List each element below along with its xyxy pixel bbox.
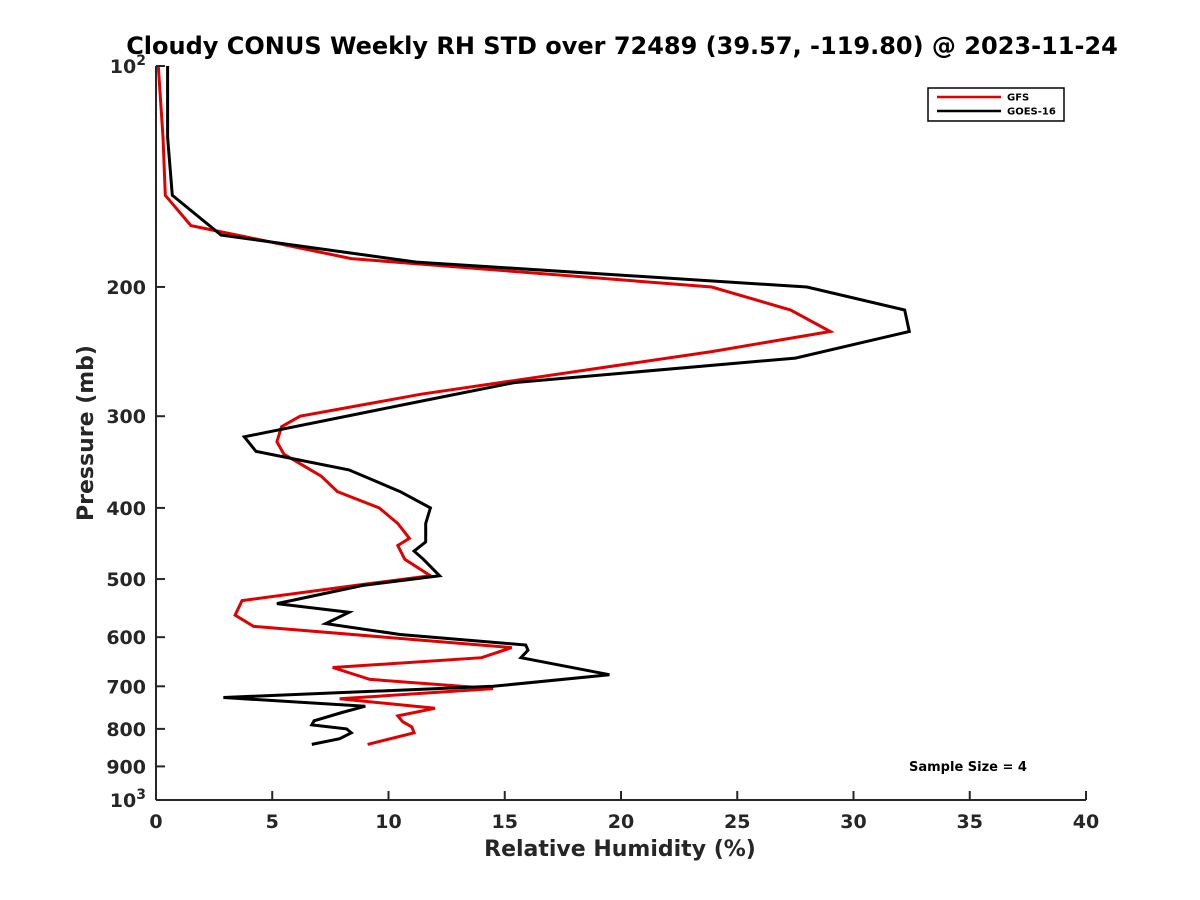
y-tick-label: 500 [106, 569, 146, 591]
legend-label: GFS [1007, 93, 1029, 104]
series-layer [156, 65, 912, 746]
y-tick-label: 300 [106, 406, 146, 428]
x-tick-label: 15 [492, 811, 518, 833]
y-axis-label: Pressure (mb) [74, 345, 99, 521]
x-tick-label: 5 [266, 811, 279, 833]
chart-title: Cloudy CONUS Weekly RH STD over 72489 (3… [126, 32, 1118, 60]
legend: GFS GOES-16 [927, 87, 1065, 122]
legend-box [927, 87, 1065, 122]
y-tick-label: 800 [106, 719, 146, 741]
axes-layer: 0 5 10 15 20 25 30 35 40 102 200 300 400 500 600 700 800… [106, 53, 1099, 833]
y-tick-label: 102 [110, 53, 146, 78]
y-tick-label: 700 [106, 676, 146, 698]
x-tick-label: 35 [957, 811, 983, 833]
x-tick-label: 25 [724, 811, 750, 833]
x-tick-label: 30 [840, 811, 866, 833]
x-axis-label: Relative Humidity (%) [484, 837, 756, 862]
x-tick-label: 20 [608, 811, 634, 833]
y-tick-label: 900 [106, 756, 146, 778]
x-tick-label: 0 [149, 811, 162, 833]
sample-size-annotation: Sample Size = 4 [909, 760, 1027, 775]
x-tick-label: 10 [375, 811, 401, 833]
y-tick-label: 400 [106, 498, 146, 520]
y-tick-label: 200 [106, 277, 146, 299]
x-tick-label: 40 [1073, 811, 1099, 833]
series-line-gfs [156, 65, 835, 746]
series-line-goes-16 [166, 66, 912, 746]
legend-label: GOES-16 [1007, 107, 1056, 118]
y-tick-label: 103 [110, 787, 146, 812]
y-tick-label: 600 [106, 627, 146, 649]
